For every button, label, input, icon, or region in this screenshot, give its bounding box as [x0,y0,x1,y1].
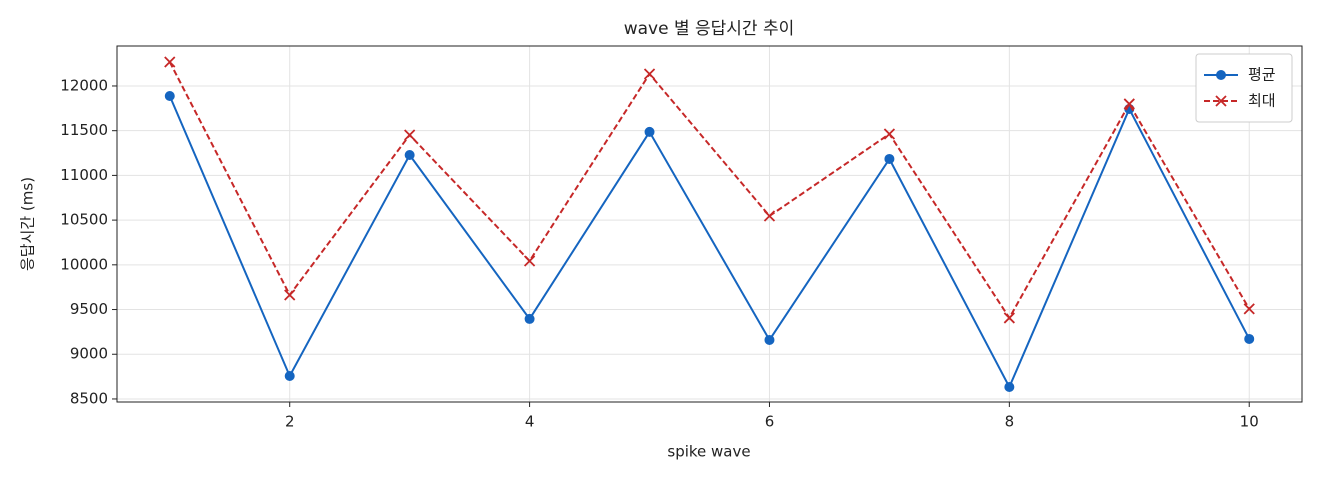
series-line [168,95,1251,390]
y-tick-label: 11500 [60,121,108,139]
legend-label: 평균 [1248,66,1276,84]
point [404,129,416,141]
x-tick-label: 8 [1005,413,1015,431]
y-tick-label: 10500 [60,211,108,229]
point [523,255,536,267]
point [524,313,535,324]
x-tick-label: 4 [525,413,535,431]
y-tick-label: 9500 [70,300,108,318]
point [1003,312,1015,324]
y-tick-label: 9000 [70,345,108,363]
point [884,153,895,164]
point [764,334,775,345]
y-tick-label: 12000 [60,76,108,94]
point [883,128,896,140]
point [644,126,655,137]
plot-frame [116,45,1303,403]
point [763,210,776,222]
point [164,90,175,101]
y-axis-label: 응답시간 (ms) [19,177,37,271]
point [284,289,296,301]
x-tick-label: 6 [765,413,775,431]
point [1243,303,1255,315]
point [1123,98,1135,110]
point [643,68,656,80]
y-tick-label: 10000 [60,255,108,273]
series-line [168,61,1251,320]
x-axis-label: spike wave [667,443,750,461]
legend-label: 최대 [1248,92,1276,110]
chart-title: wave 별 응답시간 추이 [624,19,795,39]
point [1244,333,1255,344]
x-tick-label: 2 [285,413,295,431]
x-tick-label: 10 [1240,413,1259,431]
point [1004,381,1015,392]
y-tick-label: 11000 [60,166,108,184]
legend-marker [1216,70,1226,80]
legend-box [1195,53,1293,123]
point [284,370,295,381]
y-tick-label: 8500 [70,389,108,407]
point [164,56,176,68]
point [404,150,415,161]
legend-marker [1215,95,1227,107]
